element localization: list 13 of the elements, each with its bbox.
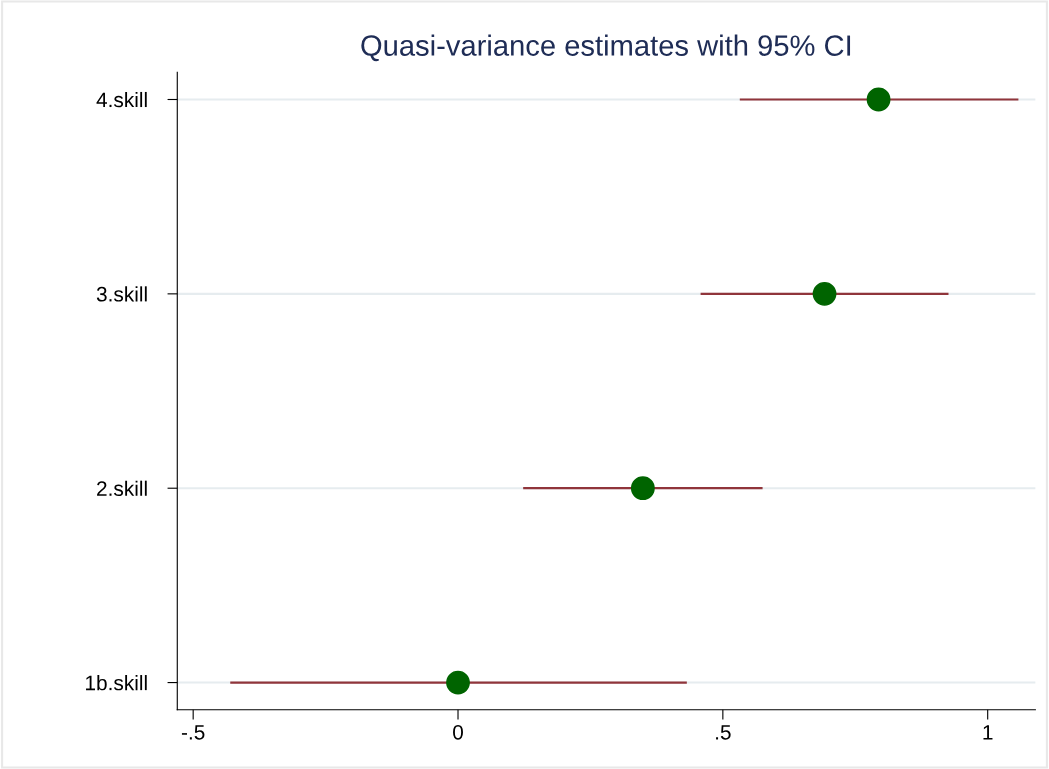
x-tick-label: 1 — [983, 725, 993, 740]
y-tick-label: 3.skill — [96, 286, 147, 302]
x-tick-label: .5 — [716, 725, 731, 740]
point — [446, 670, 470, 695]
point — [866, 87, 891, 112]
chart-title: Quasi-variance estimates with 95% CI — [361, 34, 851, 62]
y-tick-label: 1b.skill — [86, 675, 147, 691]
x-tick-label: -.5 — [181, 725, 205, 740]
x-tick-label: 0 — [453, 724, 463, 740]
point — [630, 476, 655, 501]
y-tick-label: 2.skill — [97, 480, 147, 496]
y-tick-label: 4.skill — [96, 91, 147, 108]
point — [812, 281, 837, 306]
